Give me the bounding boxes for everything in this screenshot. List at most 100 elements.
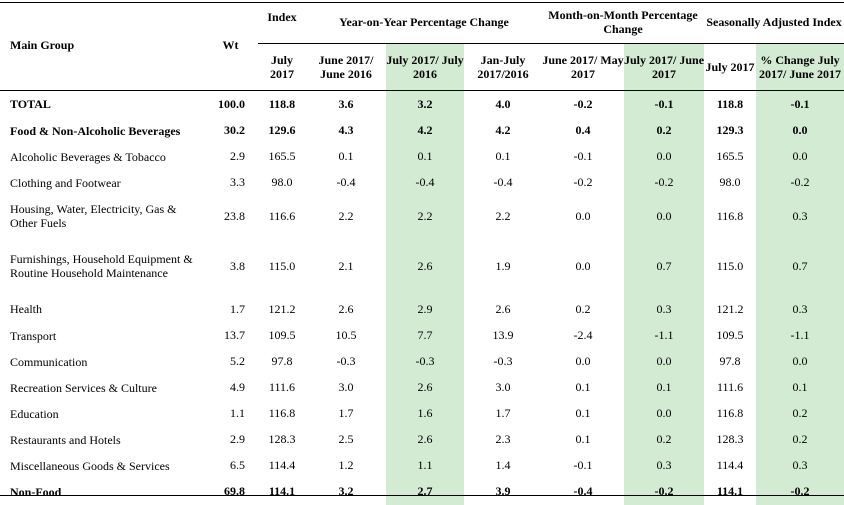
- yoy-july-cell: -0.4: [386, 169, 464, 196]
- index-cell: 121.2: [268, 301, 296, 316]
- yoy-july-cell: 2.9: [386, 295, 464, 323]
- table-row: Alcoholic Beverages & Tobacco 2.9 165.5 0.1…: [0, 143, 844, 170]
- header-yoy: Year-on-Year Percentage Change: [306, 0, 542, 44]
- index-cell: 129.6: [268, 123, 296, 137]
- yoy-june-cell: 2.5: [338, 432, 354, 446]
- mom-july-cell: 0.3: [624, 295, 705, 323]
- weight-cell: 30.2: [224, 123, 245, 137]
- weight-cell: 3.3: [230, 175, 245, 189]
- sa-index-cell: 165.5: [716, 149, 744, 163]
- header-yoy-june: June 2017/ June 2016: [306, 43, 386, 91]
- row-label: Furnishings, Household Equipment & Routi…: [10, 252, 193, 280]
- yoy-janjuly-cell: 4.2: [495, 123, 511, 137]
- sa-change-cell: 0.3: [756, 452, 844, 479]
- yoy-july-cell: 2.2: [386, 195, 464, 237]
- sa-change-cell: 0.2: [756, 426, 844, 453]
- header-sa-change: % Change July 2017/ June 2017: [756, 43, 844, 91]
- index-cell: 116.8: [268, 406, 296, 420]
- sa-index-cell: 129.3: [716, 123, 744, 137]
- sa-index-cell: 109.5: [716, 328, 744, 342]
- yoy-july-cell: 2.7: [386, 478, 464, 505]
- mom-july-cell: 0.0: [624, 400, 705, 427]
- mom-june-cell: -0.2: [573, 175, 593, 189]
- table-row: Transport 13.7 109.5 10.5 7.7 13.9 -2.4 -1.1 109…: [0, 322, 844, 349]
- sa-index-cell: 116.8: [716, 406, 744, 420]
- index-cell: 116.6: [268, 208, 296, 223]
- mom-july-cell: 0.1: [624, 374, 705, 401]
- yoy-janjuly-cell: -0.4: [493, 175, 513, 189]
- sa-change-cell: 0.3: [756, 195, 844, 237]
- yoy-june-cell: 0.1: [338, 149, 354, 163]
- yoy-janjuly-cell: 2.6: [495, 301, 511, 316]
- mom-june-cell: -0.2: [573, 96, 593, 111]
- bottom-rule: [0, 495, 844, 496]
- yoy-janjuly-cell: 3.0: [495, 380, 511, 394]
- index-cell: 128.3: [268, 432, 296, 446]
- sa-change-cell: 0.0: [756, 348, 844, 375]
- mom-june-cell: 0.2: [575, 301, 591, 316]
- yoy-july-cell: 2.6: [386, 236, 464, 296]
- table-row: TOTAL 100.0 118.8 3.6 3.2 4.0 -0.2 -0.1 118.8 -0.…: [0, 90, 844, 118]
- yoy-june-cell: 3.2: [338, 484, 354, 498]
- header-mom-july: July 2017/ June 2017: [624, 43, 705, 91]
- row-label: Transport: [10, 328, 57, 343]
- row-label: Food & Non-Alcoholic Beverages: [10, 123, 181, 138]
- weight-cell: 13.7: [224, 328, 245, 342]
- sa-change-cell: 0.0: [756, 117, 844, 144]
- yoy-july-cell: 2.6: [386, 374, 464, 401]
- yoy-july-cell: 7.7: [386, 322, 464, 349]
- mom-june-cell: -2.4: [573, 328, 593, 342]
- table-body: TOTAL 100.0 118.8 3.6 3.2 4.0 -0.2 -0.1 118.8 -0.…: [0, 90, 844, 505]
- yoy-june-cell: 2.2: [338, 208, 354, 223]
- yoy-july-cell: 1.1: [386, 452, 464, 479]
- index-cell: 111.6: [268, 380, 296, 394]
- mom-june-cell: 0.0: [575, 208, 591, 223]
- table-row: Clothing and Footwear 3.3 98.0 -0.4 -0.4 -0.4…: [0, 169, 844, 196]
- index-cell: 114.1: [268, 484, 296, 498]
- table-row: Food & Non-Alcoholic Beverages 30.2 129.6 4…: [0, 117, 844, 144]
- yoy-june-cell: 10.5: [335, 328, 357, 342]
- weight-cell: 2.9: [230, 432, 245, 446]
- index-cell: 115.0: [268, 258, 296, 273]
- sa-index-cell: 97.8: [719, 354, 741, 368]
- table-row: Recreation Services & Culture 4.9 111.6 3.0…: [0, 374, 844, 401]
- header-sa-july: July 2017: [704, 43, 757, 91]
- index-cell: 97.8: [271, 354, 293, 368]
- mom-july-cell: 0.2: [624, 117, 705, 144]
- sa-change-cell: -1.1: [756, 322, 844, 349]
- table-row: Health 1.7 121.2 2.6 2.9 2.6 0.2 0.3 121.2 0.3: [0, 295, 844, 323]
- row-label: Restaurants and Hotels: [10, 432, 121, 447]
- yoy-janjuly-cell: 2.3: [495, 432, 511, 446]
- row-label: Communication: [10, 354, 88, 369]
- sa-change-cell: 0.7: [756, 236, 844, 296]
- yoy-janjuly-cell: 13.9: [492, 328, 514, 342]
- sa-index-cell: 128.3: [716, 432, 744, 446]
- yoy-june-cell: 3.6: [338, 96, 354, 111]
- sa-index-cell: 111.6: [716, 380, 744, 394]
- row-label: Recreation Services & Culture: [10, 380, 157, 395]
- mom-june-cell: 0.1: [575, 406, 591, 420]
- yoy-june-cell: 3.0: [338, 380, 354, 394]
- sa-change-cell: -0.2: [756, 169, 844, 196]
- row-label: Miscellaneous Goods & Services: [10, 458, 170, 473]
- mom-june-cell: -0.4: [573, 484, 593, 498]
- row-label: Alcoholic Beverages & Tobacco: [10, 149, 166, 164]
- sa-change-cell: 0.2: [756, 400, 844, 427]
- weight-cell: 2.9: [230, 149, 245, 163]
- sa-change-cell: 0.0: [756, 143, 844, 170]
- header-wt: Wt: [203, 0, 258, 91]
- sa-change-cell: -0.1: [756, 90, 844, 118]
- mom-july-cell: 0.0: [624, 143, 705, 170]
- row-label: Clothing and Footwear: [10, 175, 121, 190]
- weight-cell: 23.8: [224, 208, 245, 223]
- sa-change-cell: -0.2: [756, 478, 844, 505]
- mom-july-cell: 0.0: [624, 348, 705, 375]
- weight-cell: 1.7: [230, 301, 245, 316]
- mom-june-cell: 0.1: [575, 432, 591, 446]
- yoy-june-cell: 1.2: [338, 458, 354, 472]
- weight-cell: 100.0: [218, 96, 245, 111]
- mom-july-cell: -0.1: [624, 90, 705, 118]
- yoy-janjuly-cell: 1.4: [495, 458, 511, 472]
